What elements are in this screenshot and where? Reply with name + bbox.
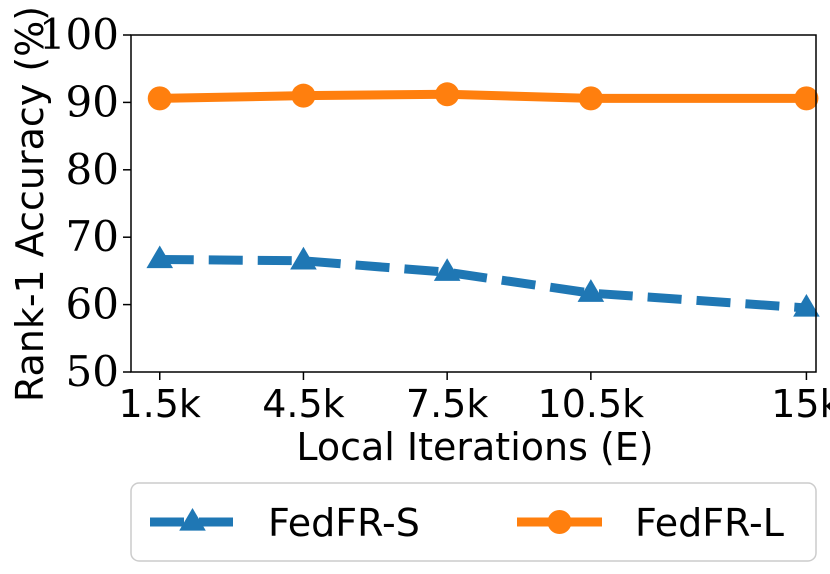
x-tick-label: 10.5k [538, 382, 645, 426]
x-tick-label: 7.5k [406, 382, 488, 426]
data-point-fedfr-s [577, 279, 605, 302]
y-axis-label: Rank-1 Accuracy (%) [8, 6, 52, 402]
legend: FedFR-S FedFR-L [130, 482, 817, 562]
data-point-fedfr-s [290, 246, 317, 270]
legend-label-fedfr-l: FedFR-L [635, 501, 784, 545]
data-point-fedfr-s [146, 245, 174, 269]
plot-frame [130, 34, 817, 373]
legend-marker-fedfr-l [547, 510, 572, 534]
series-line-fedfr-s [159, 254, 807, 313]
data-point-fedfr-l [794, 86, 819, 111]
data-point-fedfr-l [147, 86, 172, 111]
data-point-fedfr-l [435, 82, 460, 107]
y-tick-label: 100 [39, 10, 119, 59]
x-tick-label: 4.5k [262, 382, 344, 426]
x-tick-label: 1.5k [119, 382, 201, 426]
y-axis: 50 60 70 80 90 100 [39, 10, 131, 396]
data-point-fedfr-l [291, 83, 316, 108]
x-tick-label: 15k [771, 382, 830, 426]
data-point-fedfr-l [578, 86, 603, 111]
y-tick-label: 70 [66, 212, 119, 261]
legend-label-fedfr-s: FedFR-S [268, 501, 420, 545]
data-point-fedfr-s [433, 258, 461, 281]
legend-box [130, 482, 817, 562]
x-axis: 1.5k 4.5k 7.5k 10.5k 15k [119, 372, 830, 426]
series-line-fedfr-l [159, 89, 807, 103]
data-point-fedfr-s [793, 293, 820, 317]
y-tick-label: 60 [66, 280, 119, 329]
y-tick-label: 90 [66, 77, 119, 126]
y-tick-label: 80 [66, 145, 119, 194]
x-axis-label: Local Iterations (E) [296, 425, 653, 469]
plot-area [146, 82, 820, 317]
legend-marker-fedfr-s [179, 508, 206, 531]
y-tick-label: 50 [66, 347, 119, 396]
